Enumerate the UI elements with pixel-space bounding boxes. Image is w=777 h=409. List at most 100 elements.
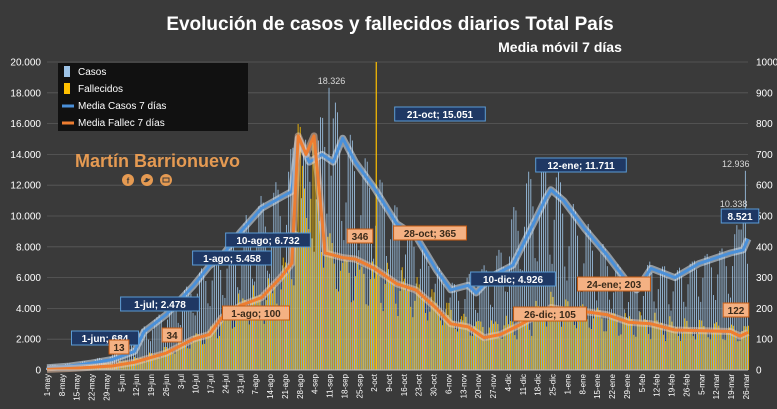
bar-casos (228, 239, 230, 370)
bar-fallecidos (484, 340, 486, 370)
bar-casos (621, 281, 623, 370)
bar-fallecidos (410, 306, 412, 370)
bar-fallecidos (501, 338, 503, 370)
bar-casos (655, 308, 657, 370)
bar-fallecidos (465, 316, 467, 370)
bar-fallecidos (129, 363, 131, 370)
bar-fallecidos (471, 335, 473, 370)
bar-fallecidos (694, 339, 696, 370)
bar-fallecidos (450, 309, 452, 370)
data-label-text: 1-jul; 2.478 (134, 300, 186, 311)
bar-fallecidos (631, 319, 633, 370)
bar-fallecidos (505, 315, 507, 370)
bar-fallecidos (236, 307, 237, 370)
bar-fallecidos (255, 296, 257, 370)
bar-fallecidos (675, 326, 677, 370)
bar-casos (441, 273, 443, 370)
bar-casos (511, 219, 513, 370)
x-tick-label: 4-dic (504, 374, 513, 391)
bar-casos (413, 246, 415, 370)
bar-fallecidos (329, 233, 331, 370)
bar-fallecidos (741, 331, 743, 370)
bar-fallecidos (172, 352, 174, 370)
bar-fallecidos (442, 325, 444, 370)
bar-casos (613, 292, 615, 370)
bar-casos (734, 234, 736, 370)
bar-fallecidos (537, 305, 539, 370)
bar-fallecidos (599, 310, 601, 370)
data-label-fallec: 346 (346, 228, 374, 244)
y-right-tick-label: 800 (756, 119, 773, 130)
bar-fallecidos (724, 340, 726, 370)
bar-fallecidos (748, 325, 749, 370)
x-tick-label: 1-may (43, 374, 52, 396)
bar-casos (232, 240, 234, 370)
bar-fallecidos (690, 328, 692, 370)
bar-casos (693, 260, 695, 370)
bar-casos (498, 249, 500, 370)
bar-fallecidos (633, 334, 635, 370)
data-label-text: 346 (352, 232, 369, 243)
bar-fallecidos (490, 320, 492, 370)
bar-fallecidos (365, 304, 367, 370)
x-tick-label: 29-may (102, 374, 111, 401)
bar-casos (279, 216, 281, 370)
bar-casos (502, 266, 504, 370)
data-label-box (720, 208, 760, 224)
bar-fallecidos (601, 318, 603, 370)
bar-fallecidos (582, 304, 584, 370)
bar-fallecidos (735, 331, 737, 370)
bar-casos (540, 169, 542, 370)
bar-fallecidos (276, 303, 278, 370)
bar-casos (562, 213, 564, 370)
bar-casos (704, 255, 706, 370)
bar-fallecidos (323, 267, 325, 370)
bar-casos (725, 266, 727, 370)
bar-casos (315, 199, 317, 370)
author-name: Martín Barrionuevo (75, 151, 240, 171)
bar-fallecidos (446, 302, 448, 370)
x-tick-label: 30-oct (430, 373, 439, 396)
x-tick-label: 4-sep (311, 373, 320, 394)
bar-fallecidos (433, 292, 435, 370)
x-tick-label: 3-jul (177, 374, 186, 389)
bar-fallecidos (603, 331, 605, 370)
bar-casos (523, 226, 525, 370)
data-label-box (722, 302, 750, 318)
bar-fallecidos (584, 309, 586, 370)
bar-fallecidos (299, 126, 301, 370)
bar-casos (585, 232, 587, 370)
data-label-box (108, 339, 130, 355)
bar-fallecidos (467, 324, 469, 370)
bar-casos (447, 315, 449, 370)
y-right-tick-label: 0 (756, 366, 762, 377)
y-right-tick-label: 700 (756, 150, 773, 161)
bar-fallecidos (378, 275, 380, 370)
y-left-tick-label: 4.000 (16, 304, 41, 315)
data-label-box (470, 271, 556, 287)
bar-fallecidos (176, 349, 178, 370)
x-tick-label: 19-mar (727, 374, 736, 400)
y-left-tick-label: 20.000 (10, 58, 41, 69)
bar-casos (691, 261, 693, 370)
bar-casos (330, 175, 332, 370)
x-tick-label: 24-jul (221, 374, 230, 394)
bar-fallecidos (182, 342, 184, 370)
data-label-text: 1-jun; 684 (82, 334, 129, 345)
bar-fallecidos (703, 326, 705, 370)
bar-casos (258, 206, 260, 370)
bar-fallecidos (697, 334, 698, 370)
bar-fallecidos (720, 332, 722, 370)
bar-fallecidos (571, 316, 573, 370)
bar-fallecidos (144, 361, 146, 370)
y-right-tick-label: 300 (756, 273, 773, 284)
legend-label: Fallecidos (78, 84, 123, 95)
bar-fallecidos (321, 252, 322, 370)
bar-fallecidos (229, 311, 231, 370)
bar-fallecidos (155, 353, 157, 370)
data-label-box (394, 106, 486, 122)
bar-fallecidos (614, 313, 616, 370)
bar-fallecidos (304, 188, 305, 370)
bar-casos (215, 250, 217, 370)
bar-fallecidos (646, 319, 647, 370)
